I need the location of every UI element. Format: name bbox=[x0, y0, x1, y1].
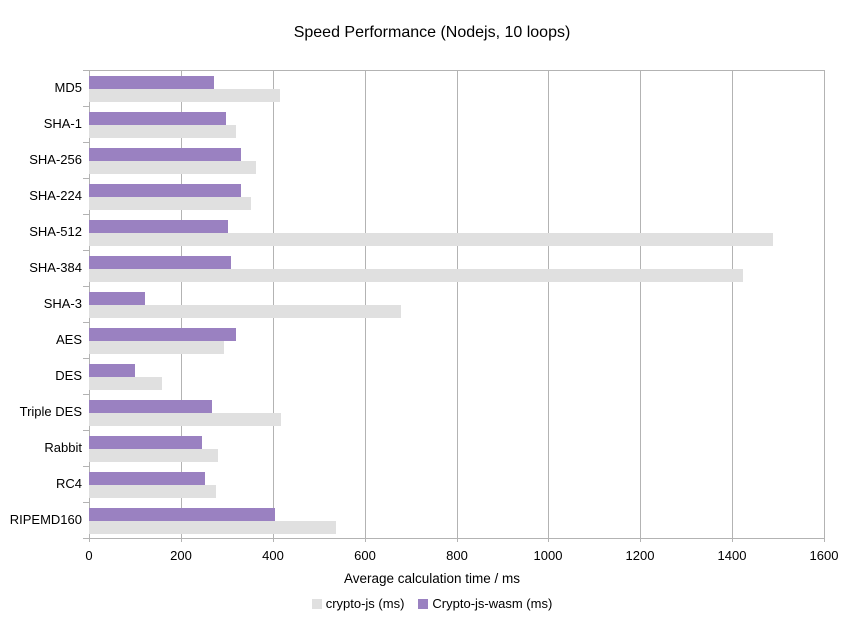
category-label: Triple DES bbox=[19, 404, 82, 419]
x-axis-title: Average calculation time / ms bbox=[343, 571, 521, 586]
bar-crypto-js-ms-des bbox=[89, 377, 162, 390]
gridline bbox=[548, 70, 549, 542]
gridline bbox=[824, 70, 825, 542]
category-label: AES bbox=[55, 332, 82, 347]
bar-crypto-js-wasm-ms-triple-des bbox=[89, 400, 212, 413]
bar-crypto-js-ms-triple-des bbox=[89, 413, 281, 426]
bar-crypto-js-wasm-ms-rabbit bbox=[89, 436, 202, 449]
bar-crypto-js-wasm-ms-ripemd160 bbox=[89, 508, 275, 521]
legend-label: Crypto-js-wasm (ms) bbox=[432, 596, 553, 611]
y-axis-tick bbox=[83, 430, 89, 431]
bar-crypto-js-wasm-ms-des bbox=[89, 364, 135, 377]
bar-crypto-js-ms-rc4 bbox=[89, 485, 216, 498]
chart-title: Speed Performance (Nodejs, 10 loops) bbox=[293, 24, 571, 41]
bar-crypto-js-wasm-ms-sha-256 bbox=[89, 148, 241, 161]
category-label: SHA-256 bbox=[29, 152, 82, 167]
y-axis-tick bbox=[83, 358, 89, 359]
category-label: Rabbit bbox=[44, 440, 82, 455]
bar-crypto-js-wasm-ms-sha-384 bbox=[89, 256, 231, 269]
category-label: RC4 bbox=[55, 476, 82, 491]
x-tick-label: 1200 bbox=[625, 548, 655, 563]
gridline bbox=[732, 70, 733, 542]
x-tick-label: 400 bbox=[262, 548, 284, 563]
legend-swatch bbox=[311, 598, 322, 609]
gridline bbox=[640, 70, 641, 542]
category-label: SHA-1 bbox=[43, 116, 82, 131]
y-axis-tick bbox=[83, 178, 89, 179]
x-tick-label: 1000 bbox=[533, 548, 563, 563]
bar-crypto-js-wasm-ms-aes bbox=[89, 328, 236, 341]
legend-label: crypto-js (ms) bbox=[325, 596, 405, 611]
y-axis-tick bbox=[83, 538, 89, 539]
legend-entry-crypto-js-wasm-ms: Crypto-js-wasm (ms) bbox=[418, 596, 552, 611]
y-axis-tick bbox=[83, 502, 89, 503]
bar-crypto-js-wasm-ms-md5 bbox=[89, 76, 214, 89]
gridline bbox=[457, 70, 458, 542]
bar-crypto-js-ms-rabbit bbox=[89, 449, 218, 462]
x-axis-line bbox=[89, 538, 824, 539]
x-tick-label: 0 bbox=[85, 548, 93, 563]
y-axis-tick bbox=[83, 394, 89, 395]
bar-crypto-js-wasm-ms-sha-1 bbox=[89, 112, 226, 125]
bar-crypto-js-wasm-ms-sha-3 bbox=[89, 292, 145, 305]
y-axis-tick bbox=[83, 70, 89, 71]
category-label: RIPEMD160 bbox=[9, 512, 82, 527]
plot-area bbox=[83, 70, 825, 542]
x-tick-label: 200 bbox=[170, 548, 192, 563]
plot-top-border bbox=[89, 70, 824, 71]
category-label: SHA-3 bbox=[43, 296, 82, 311]
bar-crypto-js-ms-sha-384 bbox=[89, 269, 743, 282]
bar-crypto-js-ms-sha-512 bbox=[89, 233, 773, 246]
x-tick-label: 800 bbox=[446, 548, 468, 563]
bar-crypto-js-wasm-ms-sha-224 bbox=[89, 184, 241, 197]
bar-crypto-js-ms-ripemd160 bbox=[89, 521, 336, 534]
bar-crypto-js-ms-aes bbox=[89, 341, 224, 354]
bar-crypto-js-wasm-ms-sha-512 bbox=[89, 220, 228, 233]
category-label: MD5 bbox=[54, 80, 82, 95]
y-axis-tick bbox=[83, 322, 89, 323]
category-label: DES bbox=[55, 368, 82, 383]
y-axis-tick bbox=[83, 286, 89, 287]
bar-crypto-js-ms-md5 bbox=[89, 89, 280, 102]
bar-crypto-js-ms-sha-224 bbox=[89, 197, 251, 210]
bar-crypto-js-wasm-ms-rc4 bbox=[89, 472, 205, 485]
y-axis-tick bbox=[83, 466, 89, 467]
bar-crypto-js-ms-sha-1 bbox=[89, 125, 236, 138]
y-axis-tick bbox=[83, 250, 89, 251]
x-tick-label: 600 bbox=[354, 548, 376, 563]
category-label: SHA-512 bbox=[29, 224, 82, 239]
x-tick-label: 1600 bbox=[809, 548, 839, 563]
y-axis-tick bbox=[83, 142, 89, 143]
bar-crypto-js-ms-sha-256 bbox=[89, 161, 256, 174]
category-label: SHA-384 bbox=[29, 260, 82, 275]
x-tick-label: 1400 bbox=[717, 548, 747, 563]
bar-crypto-js-ms-sha-3 bbox=[89, 305, 401, 318]
y-axis-tick bbox=[83, 106, 89, 107]
legend-swatch bbox=[418, 598, 429, 609]
y-axis-tick bbox=[83, 214, 89, 215]
legend: crypto-js (ms) Crypto-js-wasm (ms) bbox=[0, 596, 864, 611]
category-label: SHA-224 bbox=[29, 188, 82, 203]
legend-entry-crypto-js-ms: crypto-js (ms) bbox=[311, 596, 405, 611]
